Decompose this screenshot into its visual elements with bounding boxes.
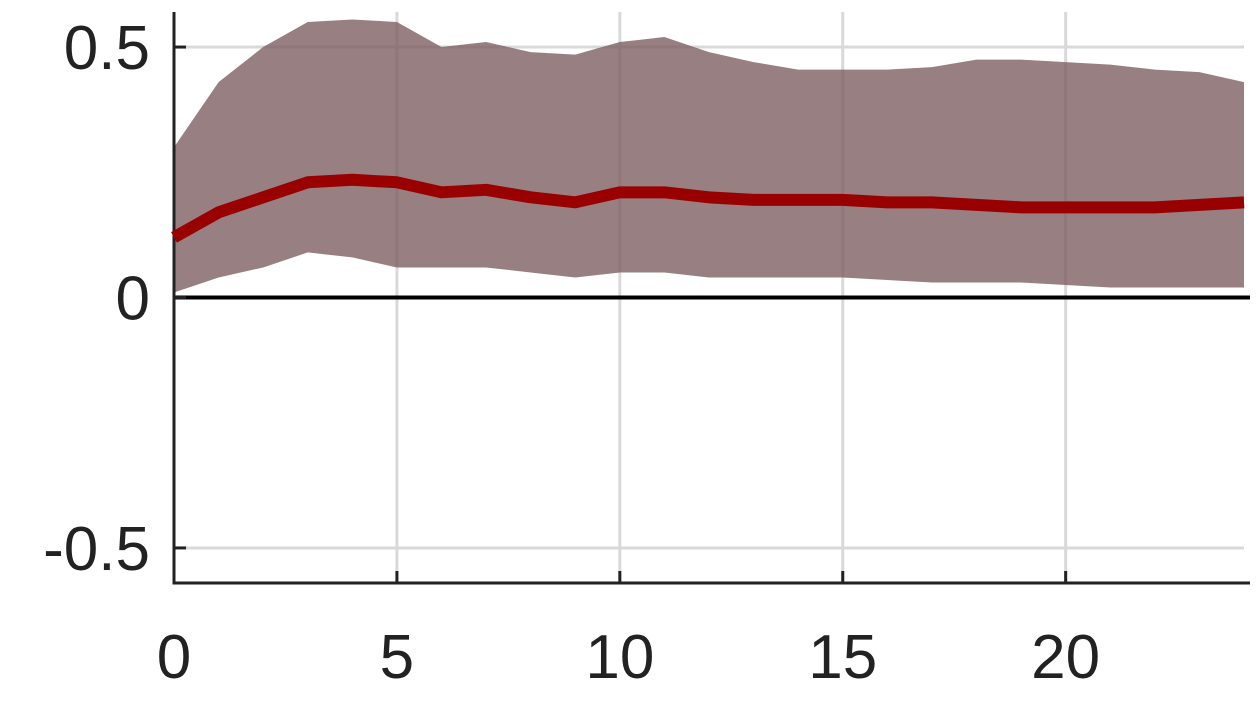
x-tick-label: 10	[585, 623, 654, 692]
series-line	[171, 173, 1245, 243]
tick-layer: 0 5 10 15 20-0.500.5	[43, 14, 1100, 692]
y-tick-label: 0	[116, 265, 150, 334]
band-layer	[174, 19, 1244, 293]
confidence-band	[174, 19, 1244, 293]
y-tick-label: 0.5	[64, 14, 150, 83]
x-tick-label: 5	[380, 623, 414, 692]
x-tick-label: 20	[1031, 623, 1100, 692]
x-tick-label: 15	[808, 623, 877, 692]
x-tick-label: 0	[157, 623, 191, 692]
line-layer	[171, 173, 1245, 243]
y-tick-label: -0.5	[43, 515, 150, 584]
